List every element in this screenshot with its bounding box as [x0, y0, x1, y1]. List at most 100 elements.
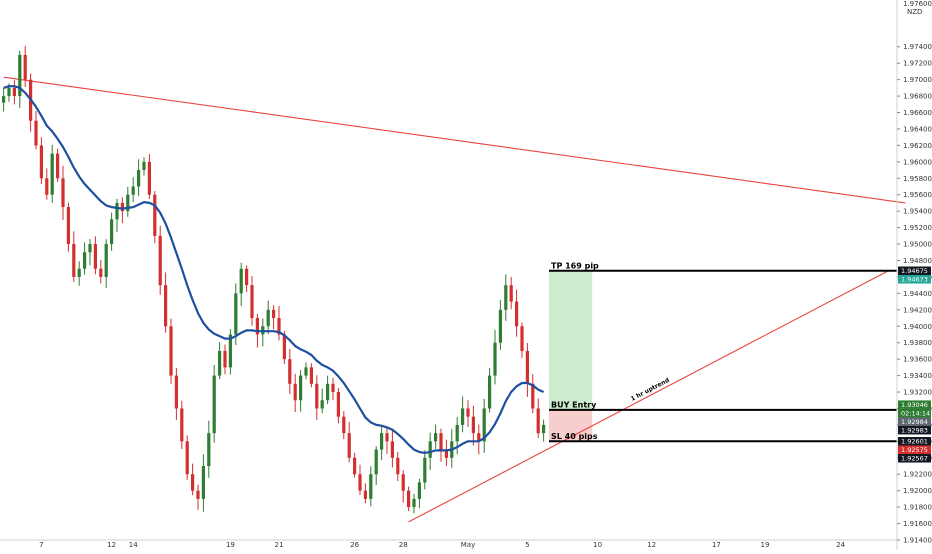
price-tick-label: 1.96400	[903, 125, 932, 133]
candle-body	[542, 424, 546, 434]
trendline-resistance	[3, 76, 906, 204]
candle-body	[380, 433, 384, 450]
candle-body	[477, 433, 481, 442]
candle-body	[525, 350, 529, 384]
candle-body	[66, 207, 70, 245]
candle-body	[509, 285, 513, 302]
candle-body	[520, 326, 524, 351]
candle-body	[336, 392, 340, 417]
candle-body	[18, 54, 22, 97]
candle-body	[12, 87, 16, 97]
candle-body	[358, 474, 362, 491]
price-badge-text: 1.94673	[901, 276, 928, 284]
candle-body	[180, 408, 184, 442]
candle-body	[423, 457, 427, 483]
candle-body	[498, 309, 502, 343]
price-tick-label: 1.93600	[903, 356, 932, 364]
candle-body	[320, 400, 324, 409]
price-badge	[898, 275, 931, 284]
candle-body	[223, 350, 227, 368]
candle-body	[245, 268, 249, 286]
candle-body	[239, 268, 243, 294]
candle-body	[515, 301, 519, 327]
price-tick-label: 1.94400	[903, 290, 932, 298]
price-tick-label: 1.95400	[903, 208, 932, 216]
price-badge	[898, 417, 931, 426]
price-tick-label: 1.91400	[903, 537, 932, 545]
time-axis[interactable]: 7 12 14 19 21 26 28 May 5 10 12 17 19 24	[0, 539, 897, 549]
price-tick-label: 1.97200	[903, 60, 932, 68]
price-tick-label: 1.96600	[903, 109, 932, 117]
candle-body	[531, 383, 535, 409]
candle-body	[99, 268, 103, 277]
price-badge-text: 1.92984	[901, 418, 928, 426]
currency-label: NZD	[907, 8, 922, 16]
candle-body	[396, 457, 400, 475]
time-tick-label: 26	[350, 541, 359, 549]
price-tick-label: 1.96200	[903, 142, 932, 150]
candle-body	[255, 318, 259, 335]
candle-body	[218, 350, 222, 376]
candle-body	[353, 457, 357, 475]
candle-body	[50, 153, 54, 195]
moving-average-line	[3, 85, 545, 454]
candle-body	[401, 474, 405, 491]
candle-body	[466, 408, 470, 417]
candle-body	[191, 474, 195, 491]
price-badge-text: 1.94675	[901, 267, 928, 275]
candle-body	[347, 433, 351, 458]
price-tick-label: 1.93200	[903, 389, 932, 397]
price-tick-label: 1.95800	[903, 175, 932, 183]
candle-body	[228, 334, 232, 368]
time-tick-label: 19	[226, 541, 235, 549]
price-badge-text: 1.92567	[901, 455, 928, 463]
candle-body	[331, 383, 335, 393]
candle-body	[110, 219, 114, 245]
candle-body	[83, 252, 87, 269]
candle-body	[374, 449, 378, 475]
price-badge	[898, 454, 931, 463]
candle-body	[93, 244, 97, 269]
candle-body	[455, 424, 459, 442]
candle-body	[120, 202, 124, 212]
time-tick-label: 19	[761, 541, 770, 549]
time-tick-label: 24	[836, 541, 845, 549]
price-tick-label: 1.95200	[903, 224, 932, 232]
candle-body	[207, 433, 211, 467]
candle-body	[488, 375, 492, 409]
candle-body	[482, 408, 486, 442]
candle-body	[369, 474, 373, 499]
price-tick-label: 1.97600	[903, 0, 932, 8]
price-tick-label: 1.91800	[903, 504, 932, 512]
candle-body	[417, 482, 421, 499]
candle-body	[147, 161, 151, 195]
trendline-1-hr-uptrend	[408, 269, 890, 523]
price-badge	[898, 445, 931, 455]
candle-body	[428, 441, 432, 458]
candles	[2, 45, 546, 514]
candle-body	[174, 375, 178, 409]
candle-body	[196, 490, 200, 499]
candle-body	[137, 170, 141, 187]
time-tick-label: 12	[107, 541, 116, 549]
price-tick-label: 1.97400	[903, 43, 932, 51]
candle-body	[504, 285, 508, 310]
candle-body	[72, 244, 76, 277]
candle-body	[304, 367, 308, 376]
candle-body	[131, 186, 135, 195]
candle-body	[23, 54, 27, 80]
level-label-tp: TP 169 pip	[551, 261, 599, 270]
candle-body	[234, 293, 238, 335]
time-tick-label: 12	[647, 541, 656, 549]
candle-body	[434, 433, 438, 442]
price-badge	[898, 437, 931, 446]
time-tick-label: 10	[593, 541, 602, 549]
candle-body	[326, 383, 330, 401]
candle-body	[288, 359, 292, 384]
price-badge-text: 1.92983	[901, 426, 928, 434]
candle-body	[266, 309, 270, 327]
price-tick-label: 1.93400	[903, 372, 932, 380]
candle-body	[77, 268, 81, 277]
